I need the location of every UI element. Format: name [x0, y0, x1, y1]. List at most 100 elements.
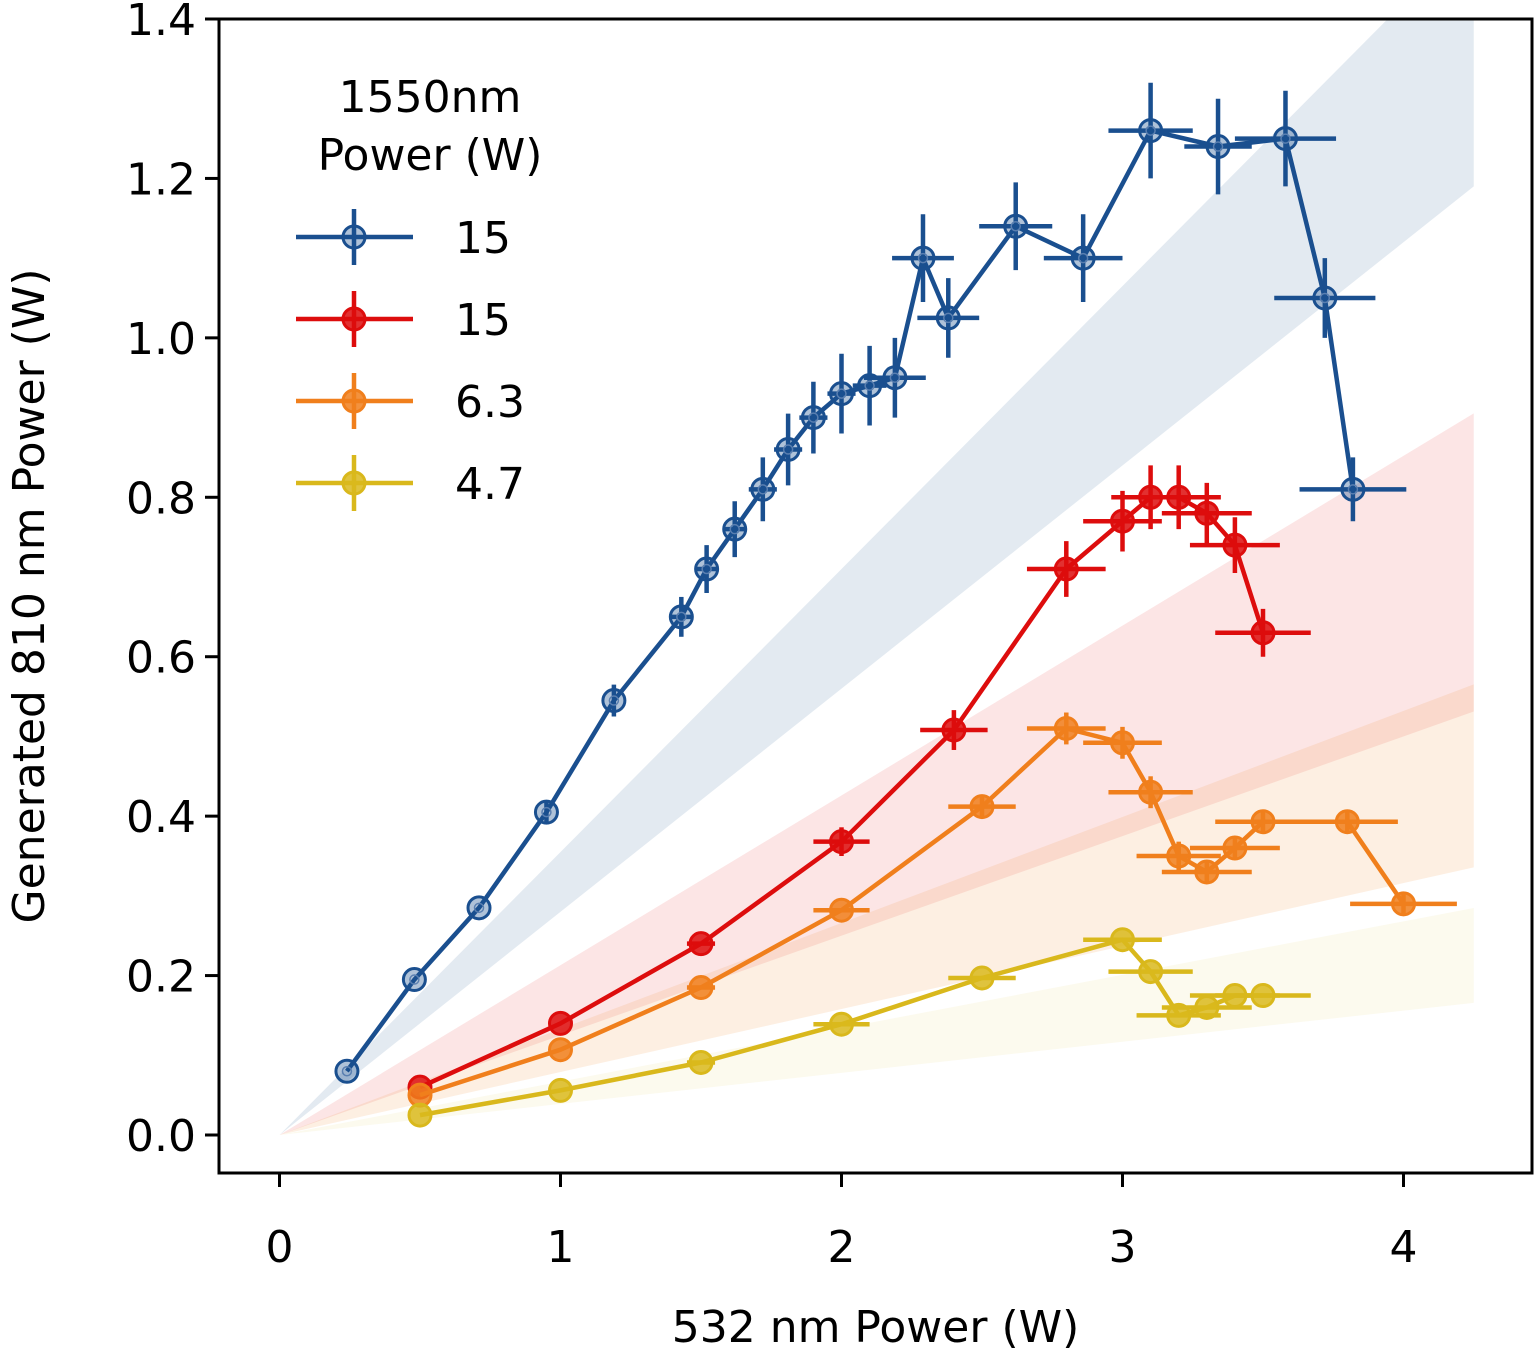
- y-tick-label: 0.0: [126, 1111, 196, 1162]
- y-tick-label: 0.6: [126, 633, 196, 684]
- data-point: [829, 897, 854, 923]
- band-series-3: [279, 684, 1474, 1135]
- legend-label: 4.7: [455, 459, 525, 510]
- data-point-center: [608, 695, 620, 706]
- confidence-bands: [279, 19, 1474, 1135]
- data-point-center: [782, 444, 794, 455]
- x-tick-label: 1: [547, 1222, 575, 1273]
- band-series-4: [279, 908, 1474, 1135]
- data-point-center: [541, 806, 552, 818]
- data-point-center: [1319, 292, 1331, 304]
- data-point: [829, 829, 854, 855]
- band-series-1: [279, 19, 1474, 1135]
- data-point: [1166, 1002, 1192, 1028]
- data-point-center: [1077, 252, 1089, 264]
- data-point: [688, 931, 714, 957]
- y-tick-label: 1.2: [126, 154, 196, 205]
- y-tick-label: 1.0: [126, 314, 196, 365]
- legend-marker: [341, 388, 367, 414]
- data-point: [969, 965, 995, 991]
- data-point: [548, 1010, 573, 1036]
- legend-entry: 15: [296, 209, 511, 265]
- data-point: [1222, 835, 1248, 861]
- legend-marker: [341, 224, 367, 250]
- data-point: [601, 688, 627, 714]
- band-series-2: [279, 413, 1474, 1135]
- data-point-center: [409, 974, 420, 985]
- data-point: [1166, 843, 1192, 869]
- data-point-center: [1010, 221, 1021, 232]
- data-point: [1222, 532, 1248, 558]
- data-point: [1110, 730, 1135, 756]
- legend-entry: 15: [296, 291, 511, 347]
- series-2: [407, 465, 1311, 1100]
- data-point: [910, 245, 936, 271]
- legend-title-line: 1550nm: [339, 72, 522, 123]
- data-point: [829, 381, 854, 407]
- data-point: [668, 604, 694, 630]
- data-point: [1110, 508, 1135, 534]
- data-point: [1138, 118, 1164, 144]
- data-point: [533, 799, 559, 825]
- x-axis-label: 532 nm Power (W): [672, 1302, 1080, 1353]
- data-point-center: [836, 388, 847, 399]
- data-point: [1053, 556, 1079, 582]
- data-point: [688, 975, 714, 1001]
- x-tick-label: 0: [266, 1222, 294, 1273]
- data-point: [466, 895, 492, 921]
- x-axis: 0 1 2 3 4: [266, 1173, 1418, 1273]
- data-point: [750, 476, 776, 502]
- legend-entry: 4.7: [296, 455, 525, 511]
- data-point: [857, 373, 883, 399]
- legend-marker: [341, 470, 367, 496]
- data-point-center: [729, 523, 740, 535]
- data-point-center: [889, 372, 901, 383]
- series-1: [334, 82, 1407, 1084]
- data-point-center: [864, 380, 875, 391]
- legend-label: 15: [455, 295, 511, 346]
- y-axis-label: Generated 810 nm Power (W): [4, 269, 55, 924]
- data-point-center: [1280, 133, 1291, 144]
- data-point: [882, 365, 908, 391]
- data-point: [1391, 891, 1416, 917]
- data-point: [401, 967, 427, 993]
- data-point: [1334, 809, 1360, 835]
- plot-frame: [217, 17, 1534, 1175]
- y-tick-label: 0.8: [126, 473, 196, 524]
- data-point: [334, 1058, 360, 1084]
- data-point: [1312, 285, 1338, 311]
- legend: 1550nm Power (W) 15 15 6.3 4.7: [296, 72, 542, 511]
- x-tick-label: 4: [1390, 1222, 1418, 1273]
- legend-entry: 6.3: [296, 373, 525, 429]
- y-tick-label: 1.4: [126, 0, 196, 46]
- data-point: [722, 516, 748, 542]
- data-point: [1138, 779, 1164, 805]
- data-point: [1003, 213, 1029, 239]
- x-tick-label: 3: [1109, 1222, 1137, 1273]
- series-3: [407, 712, 1457, 1108]
- data-point-center: [757, 484, 769, 495]
- x-tick-label: 2: [828, 1222, 856, 1273]
- series-layer: [334, 82, 1457, 1128]
- data-point: [935, 305, 961, 331]
- series-4: [407, 927, 1311, 1128]
- data-point-center: [676, 611, 687, 623]
- data-point: [941, 717, 967, 743]
- data-point: [1166, 484, 1192, 510]
- data-point: [1250, 983, 1276, 1008]
- data-point: [1194, 500, 1220, 526]
- data-point: [1340, 476, 1366, 502]
- data-point: [1110, 927, 1135, 953]
- legend-title-line: Power (W): [318, 130, 543, 181]
- data-point: [800, 405, 826, 431]
- legend-marker: [341, 306, 367, 332]
- data-point: [688, 1049, 714, 1075]
- data-point: [1194, 859, 1220, 885]
- data-point-center: [701, 563, 712, 575]
- data-point-center: [1212, 141, 1224, 152]
- data-point: [1053, 715, 1079, 741]
- data-point: [548, 1037, 573, 1063]
- data-point: [1272, 126, 1298, 152]
- y-tick-label: 0.2: [126, 952, 196, 1003]
- data-point-center: [943, 312, 954, 324]
